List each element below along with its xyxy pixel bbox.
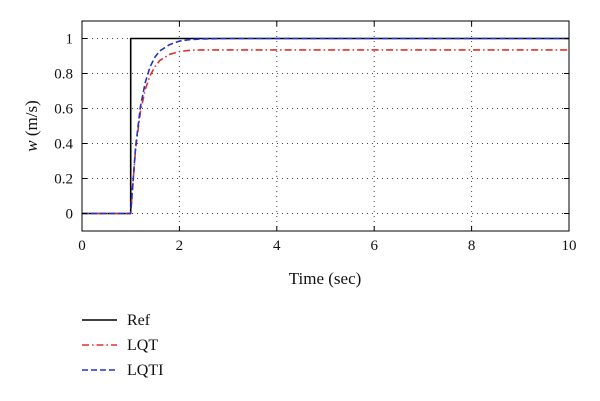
x-tick-label: 2 — [176, 238, 184, 254]
y-axis-variable: w — [22, 140, 41, 152]
legend-label-lqti: LQTI — [127, 362, 163, 379]
series-lines — [82, 37, 569, 215]
y-tick-label: 0.6 — [54, 102, 73, 118]
x-tick-label: 10 — [562, 238, 577, 254]
y-tick-label: 0.8 — [54, 67, 73, 83]
y-tick-label: 0 — [66, 207, 74, 223]
grid-lines — [82, 21, 569, 231]
plot-frame — [81, 20, 570, 232]
x-tick-label: 0 — [78, 238, 86, 254]
series-line-ref — [82, 37, 569, 215]
y-axis-label: w (m/s) — [22, 100, 41, 151]
legend-label-ref: Ref — [127, 312, 151, 329]
legend-label-lqt: LQT — [127, 337, 158, 354]
x-tick-label: 4 — [273, 238, 281, 254]
y-tick-label: 0.4 — [54, 137, 73, 153]
y-tick-label: 1 — [66, 32, 74, 48]
y-tick-label: 0.2 — [54, 172, 73, 188]
x-tick-label: 6 — [370, 238, 378, 254]
x-tick-label: 8 — [468, 238, 476, 254]
series-line-lqti — [82, 37, 569, 215]
series-line-lqt — [82, 49, 569, 215]
legend: Ref LQT LQTI — [82, 312, 163, 379]
x-axis-label: Time (sec) — [289, 269, 362, 288]
axis-ticks: 0 2 4 6 8 10 0 0.2 0.4 0.6 0.8 1 — [54, 21, 577, 254]
y-axis-unit: (m/s) — [22, 100, 41, 140]
